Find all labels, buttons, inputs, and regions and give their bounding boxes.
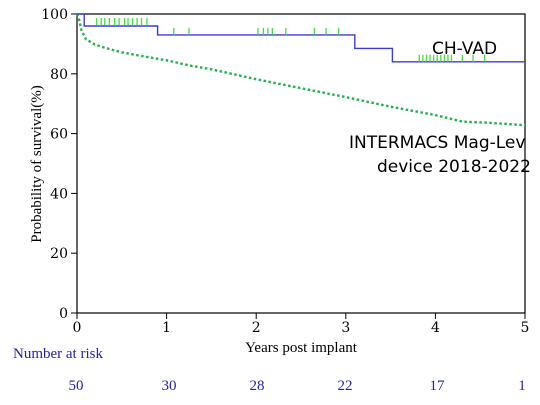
x-tick-label: 5 (521, 320, 530, 336)
y-axis-title: Probability of survival(%) (29, 85, 45, 242)
y-tick-label: 20 (50, 246, 68, 262)
series-label-intermacs-line1: INTERMACS Mag-Lev (349, 133, 525, 153)
number-at-risk-label: Number at risk (13, 346, 103, 362)
x-tick-label: 1 (162, 320, 171, 336)
censor-marks (96, 17, 486, 62)
series-label-intermacs-line2: device 2018-2022 (377, 157, 531, 177)
y-axis: 0 20 40 60 80 100 (41, 7, 77, 322)
x-axis-title: Years post implant (245, 340, 358, 356)
series-line-intermacs (75, 13, 526, 127)
x-tick-label: 0 (73, 320, 82, 336)
x-axis: 0 1 2 3 4 5 (73, 313, 530, 336)
y-tick-label: 60 (50, 127, 68, 143)
risk-value-year-3: 22 (337, 378, 353, 394)
series-line-ch-vad (77, 13, 525, 63)
y-tick-label: 100 (41, 7, 68, 23)
risk-value-year-5: 1 (518, 378, 526, 394)
x-tick-label: 2 (252, 320, 261, 336)
series-label-ch-vad: CH-VAD (432, 39, 497, 59)
x-tick-label: 3 (341, 320, 350, 336)
risk-value-year-0: 50 (68, 378, 84, 394)
x-tick-label: 4 (431, 320, 440, 336)
y-tick-label: 80 (50, 67, 68, 83)
plot-frame (76, 13, 526, 314)
risk-value-year-4: 17 (429, 378, 445, 394)
y-tick-label: 40 (50, 186, 68, 202)
risk-value-year-1: 30 (161, 378, 177, 394)
risk-value-year-2: 28 (249, 378, 265, 394)
y-tick-label: 0 (59, 306, 68, 322)
